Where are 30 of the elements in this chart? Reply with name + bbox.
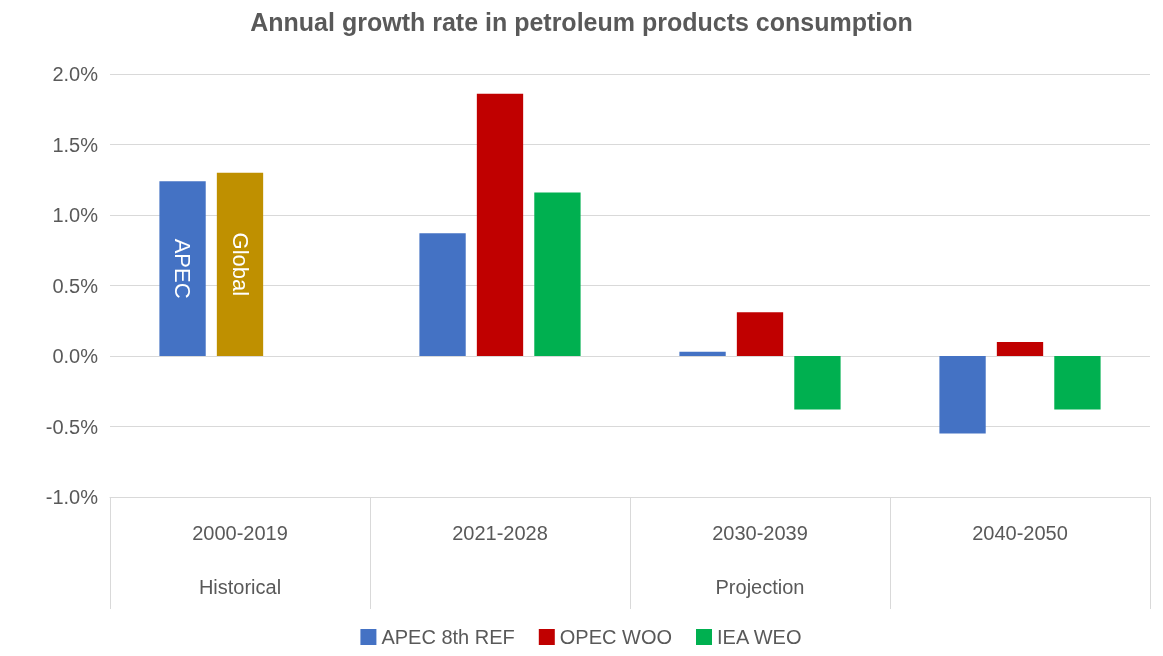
x-tick-label: 2030-2039: [712, 522, 808, 544]
bar: [679, 351, 726, 356]
y-tick-label: -0.5%: [45, 415, 99, 438]
x-tick-label: 2000-2019: [192, 522, 288, 544]
text: Projection: [715, 576, 805, 598]
y-tick-label: 1.5%: [52, 133, 99, 156]
data-label: APEC: [170, 238, 196, 299]
legend-label: APEC 8th REF: [381, 626, 515, 648]
y-tick-label: 2.0%: [52, 63, 99, 85]
bar: [419, 233, 466, 356]
bar: [476, 93, 524, 356]
text: Historical: [198, 576, 282, 598]
bar: [794, 356, 841, 410]
x-tick-label: 2040-2050: [972, 522, 1068, 544]
y-tick-label: 1.0%: [52, 204, 99, 226]
y-tick-label: -1.0%: [45, 486, 99, 508]
bar: [534, 192, 581, 356]
y-tick-label: 0.5%: [52, 274, 99, 297]
bar: [996, 341, 1044, 356]
legend-label: IEA WEO: [717, 626, 802, 648]
bar: [939, 356, 986, 434]
chart-title: Annual growth rate in petroleum products consumption: [250, 7, 913, 36]
data-label: Global: [227, 232, 253, 297]
bar: [736, 312, 784, 356]
bar: [159, 181, 206, 356]
y-tick-label: 0.0%: [52, 345, 99, 367]
bar: [216, 172, 264, 356]
x-tick-label: 2021-2028: [452, 522, 548, 544]
legend-label: OPEC WOO: [559, 626, 673, 648]
bar: [1054, 356, 1101, 410]
